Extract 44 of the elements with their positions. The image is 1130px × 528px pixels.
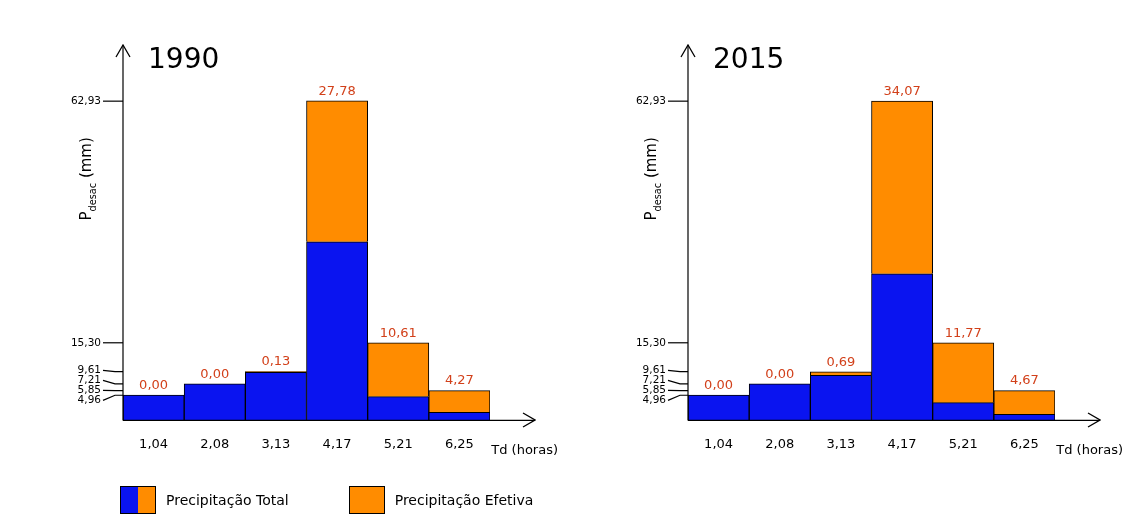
y-axis-title: Pdesac (mm) (77, 137, 98, 221)
y-tick-label: 5,85 (77, 383, 101, 396)
chart-title: 1990 (148, 42, 220, 76)
legend-label: Precipitação Total (166, 492, 289, 508)
data-label: 4,27 (444, 372, 474, 388)
x-tick-label: 6,25 (444, 435, 474, 451)
y-tick-label: 62,93 (635, 93, 666, 106)
legend-label: Precipitação Efetiva (394, 492, 534, 508)
x-tick-label: 5,21 (383, 435, 413, 451)
data-label: 0,13 (261, 353, 291, 369)
y-tick-label: 9,61 (77, 363, 101, 376)
x-tick-label: 3,13 (826, 435, 856, 451)
x-tick-label: 5,21 (948, 435, 978, 451)
data-label: 0,00 (765, 365, 795, 381)
x-tick-label: 4,17 (887, 435, 917, 451)
y-tick-label: 7,21 (77, 373, 101, 386)
x-tick-label: 2,08 (765, 435, 795, 451)
data-label: 27,78 (318, 82, 356, 98)
data-label: 0,00 (704, 376, 734, 392)
x-tick-label: 6,25 (1009, 435, 1039, 451)
x-tick-label: 1,04 (704, 435, 734, 451)
y-tick-label: 4,96 (642, 393, 667, 406)
x-tick-label: 2,08 (200, 435, 230, 451)
data-label: 34,07 (883, 82, 921, 98)
y-tick-label: 15,30 (635, 335, 666, 348)
y-tick-label: 4,96 (77, 393, 102, 406)
y-tick-label: 15,30 (70, 335, 101, 348)
x-axis-title: Td (horas) (1055, 442, 1123, 458)
x-tick-label: 4,17 (322, 435, 352, 451)
data-label: 0,00 (139, 376, 169, 392)
data-label: 4,67 (1009, 372, 1039, 388)
y-tick-label: 9,61 (642, 363, 666, 376)
chart-title: 2015 (713, 42, 785, 76)
data-label: 11,77 (944, 324, 982, 340)
data-label: 0,00 (200, 365, 230, 381)
y-tick-label: 62,93 (70, 93, 101, 106)
x-tick-label: 3,13 (261, 435, 291, 451)
x-axis-title: Td (horas) (490, 442, 558, 458)
y-axis-title: Pdesac (mm) (642, 137, 663, 221)
y-tick-label: 5,85 (642, 383, 666, 396)
data-label: 0,69 (826, 353, 856, 369)
data-label: 10,61 (379, 324, 417, 340)
x-tick-label: 1,04 (139, 435, 169, 451)
y-tick-label: 7,21 (642, 373, 666, 386)
